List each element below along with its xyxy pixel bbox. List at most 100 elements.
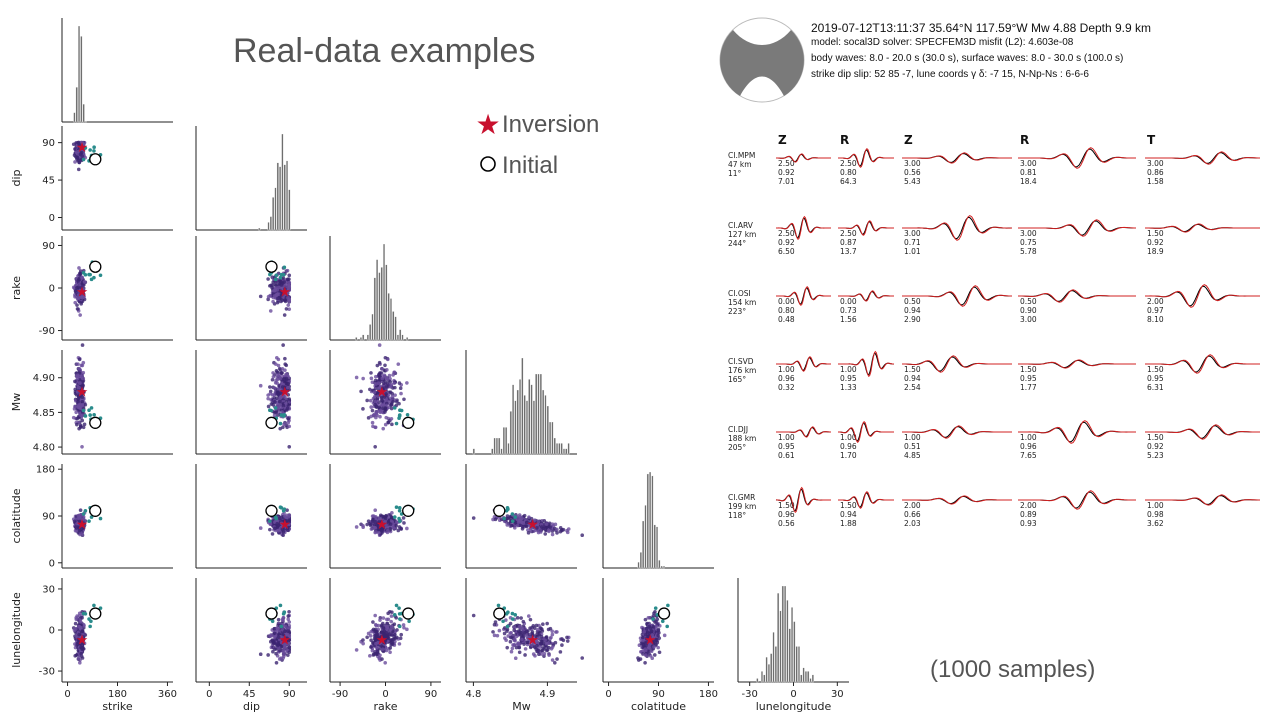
- sample-point: [80, 142, 85, 146]
- sample-point-teal: [278, 275, 283, 280]
- sample-point: [509, 649, 514, 654]
- fit-value: 6.50: [778, 247, 795, 256]
- hist-bar: [530, 384, 533, 455]
- sample-point: [77, 367, 82, 371]
- sample-point: [80, 403, 84, 408]
- event-header: 2019-07-12T13:11:37 35.64°N 117.59°W Mw …: [811, 21, 1151, 85]
- sample-point-teal: [502, 516, 507, 521]
- hist-bar: [373, 277, 376, 341]
- sample-point-teal: [510, 512, 515, 516]
- y-tick-label: 4.90: [33, 373, 55, 384]
- sample-point: [77, 277, 81, 282]
- y-tick-label: 0: [49, 558, 55, 569]
- sample-point-teal: [394, 603, 399, 608]
- sample-point: [73, 621, 78, 626]
- x-axis-label: lunelongitude: [756, 700, 832, 713]
- sample-point: [369, 645, 373, 649]
- sample-point: [284, 624, 288, 629]
- sample-point: [380, 376, 385, 381]
- sample-point: [374, 623, 379, 628]
- sample-point: [538, 530, 543, 534]
- sample-point: [550, 645, 555, 649]
- y-axis-label: Mw: [10, 393, 23, 412]
- hist-bar: [639, 552, 642, 569]
- fit-value: 0.81: [1020, 168, 1037, 177]
- sample-point: [258, 294, 263, 299]
- station-name: CI.SVD: [728, 357, 754, 366]
- hist-bar: [807, 671, 810, 683]
- sample-point: [370, 420, 375, 425]
- fit-value: 2.03: [904, 519, 921, 528]
- samples-label: (1000 samples): [930, 656, 1096, 683]
- initial-marker: [265, 416, 278, 429]
- sample-point: [384, 648, 389, 653]
- hist-bar: [523, 395, 526, 455]
- station-azimuth: 165°: [728, 375, 746, 384]
- sample-point: [544, 522, 549, 526]
- initial-marker: [402, 416, 415, 429]
- sample-point: [75, 614, 79, 618]
- inversion-marker: ★: [76, 517, 89, 533]
- sample-point: [73, 379, 77, 384]
- sample-point: [546, 627, 551, 632]
- sample-point: [388, 646, 393, 650]
- sample-point: [534, 623, 539, 628]
- y-tick-label: 90: [42, 241, 55, 252]
- fit-value: 0.98: [1147, 510, 1164, 519]
- hist-bar: [516, 389, 519, 455]
- sample-point-teal: [398, 519, 402, 523]
- sample-point: [512, 628, 516, 633]
- sample-point: [75, 376, 80, 381]
- sample-point-teal: [392, 515, 397, 519]
- component-label: R: [840, 133, 849, 147]
- hist-bar: [73, 112, 76, 123]
- sample-point: [268, 309, 273, 313]
- sample-point: [284, 376, 289, 381]
- inversion-marker: ★: [279, 284, 292, 300]
- fit-value: 0.94: [840, 510, 857, 519]
- sample-point: [650, 656, 655, 661]
- sample-point: [388, 650, 392, 655]
- sample-point-teal: [281, 509, 286, 513]
- fit-value: 0.80: [840, 168, 857, 177]
- sample-point-teal: [666, 603, 670, 608]
- sample-point: [80, 146, 84, 150]
- sample-point: [391, 637, 395, 642]
- sample-point: [653, 620, 657, 624]
- station-name: CI.GMR: [728, 493, 755, 502]
- x-tick-label: 0: [605, 689, 611, 700]
- sample-point: [77, 357, 82, 362]
- hist-bar: [637, 561, 640, 569]
- inversion-marker: ★: [76, 284, 89, 300]
- sample-point-teal: [392, 406, 397, 410]
- sample-point-teal: [505, 624, 510, 629]
- sample-point: [544, 648, 549, 653]
- sample-point: [285, 277, 290, 282]
- sample-point: [545, 621, 549, 626]
- header-line-2: model: socal3D solver: SPECFEM3D misfit …: [811, 37, 1074, 48]
- sample-point: [402, 521, 406, 525]
- sample-point: [275, 373, 280, 377]
- hist-bar: [502, 427, 505, 455]
- sample-point: [271, 371, 275, 375]
- sample-point-teal: [278, 603, 283, 608]
- sample-point: [266, 653, 270, 657]
- fit-value: 0.95: [778, 442, 795, 451]
- hist-bar: [406, 337, 409, 341]
- sample-point: [368, 654, 372, 658]
- fit-value: 1.00: [778, 433, 795, 442]
- hist-bar: [791, 607, 794, 683]
- x-tick-label: 90: [652, 689, 665, 700]
- hist-bar: [401, 334, 404, 341]
- y-tick-label: 0: [49, 213, 55, 224]
- sample-point: [266, 277, 270, 281]
- sample-point-teal: [83, 414, 88, 418]
- fit-value: 0.51: [904, 442, 921, 451]
- fit-value: 2.50: [778, 229, 795, 238]
- sample-point: [520, 525, 525, 529]
- sample-point: [79, 651, 84, 656]
- sample-point: [388, 627, 393, 632]
- sample-point-teal: [92, 149, 96, 153]
- sample-point: [517, 624, 522, 629]
